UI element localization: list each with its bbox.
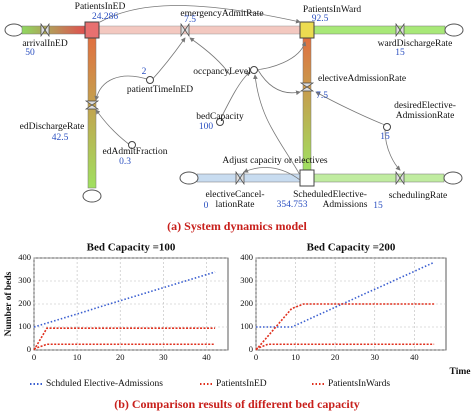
node-value: 7.5 bbox=[316, 91, 328, 101]
caption: (b) Comparison results of different bed … bbox=[114, 397, 360, 411]
node-label: Adjust capacity or electives bbox=[222, 156, 328, 166]
node-label: lationRate bbox=[215, 200, 254, 210]
node-label: PatientsInED bbox=[75, 2, 126, 12]
x-tick-label: 40 bbox=[202, 352, 211, 362]
node-value: 2 bbox=[142, 67, 147, 77]
legend-label: PatientsInED bbox=[216, 379, 267, 389]
node-label: bedCapacity bbox=[196, 112, 244, 122]
node-label: edDischargeRate bbox=[20, 122, 85, 132]
y-tick-label: 400 bbox=[240, 252, 253, 262]
y-tick-label: 0 bbox=[27, 344, 31, 354]
y-tick-label: 300 bbox=[240, 275, 253, 285]
node-value: 42.5 bbox=[52, 133, 69, 143]
y-axis-label: Number of beds bbox=[4, 271, 14, 336]
x-tick-label: 20 bbox=[116, 352, 125, 362]
node-value: 15 bbox=[373, 201, 383, 211]
node-value: 92.5 bbox=[312, 14, 329, 24]
node-label: Admissions bbox=[323, 200, 368, 210]
node-value: 15 bbox=[380, 132, 390, 142]
node-value: 50 bbox=[25, 48, 35, 58]
node-label: patientTimeInED bbox=[127, 85, 193, 95]
node-label: arrivalInED bbox=[22, 39, 68, 49]
legend-label: Schduled Elective-Admissions bbox=[46, 379, 163, 389]
node-value: 7.5 bbox=[184, 15, 196, 25]
series-line bbox=[33, 271, 216, 328]
y-tick-label: 200 bbox=[18, 298, 31, 308]
y-tick-label: 100 bbox=[240, 321, 253, 331]
node-label: schedulingRate bbox=[389, 191, 448, 201]
chart-title: Bed Capacity =200 bbox=[307, 242, 396, 254]
node-label: desiredElective- bbox=[394, 101, 456, 111]
y-tick-label: 300 bbox=[18, 275, 31, 285]
node-label: edAdmitFraction bbox=[103, 147, 168, 157]
x-tick-label: 0 bbox=[32, 352, 36, 362]
x-tick-label: 20 bbox=[331, 352, 340, 362]
node-value: 354.753 bbox=[277, 200, 308, 210]
node-label: occpancyLevel bbox=[193, 67, 251, 77]
diagram: PatientsInED 24.286 arrivalInED 50 emerg… bbox=[4, 2, 464, 211]
y-tick-label: 0 bbox=[249, 344, 253, 354]
x-tick-label: 10 bbox=[291, 352, 300, 362]
x-axis-label: Time bbox=[450, 367, 471, 377]
node-value: 0.3 bbox=[119, 157, 131, 167]
x-tick-label: 40 bbox=[410, 352, 419, 362]
node-label: electiveCancel- bbox=[205, 190, 264, 200]
node-label: wardDischargeRate bbox=[378, 39, 453, 49]
caption: (a) System dynamics model bbox=[167, 219, 307, 233]
node-value: 100 bbox=[199, 122, 214, 132]
y-tick-label: 200 bbox=[240, 298, 253, 308]
legend-label: PatientsInWards bbox=[328, 379, 390, 389]
node-label: AdmissionRate bbox=[396, 111, 455, 121]
node-value: 24.286 bbox=[92, 12, 118, 22]
node-label: PatientsInWard bbox=[303, 5, 362, 15]
x-tick-label: 30 bbox=[159, 352, 168, 362]
x-tick-label: 10 bbox=[73, 352, 82, 362]
node-label: ScheduledElective- bbox=[293, 190, 367, 200]
node-value: 15 bbox=[395, 48, 405, 58]
node-label: emergencyAdmitRate bbox=[180, 9, 263, 19]
chart-title: Bed Capacity =100 bbox=[87, 242, 176, 254]
node-label: electiveAdmissionRate bbox=[318, 74, 406, 84]
node-value: 0 bbox=[204, 201, 209, 211]
series-line bbox=[33, 343, 216, 350]
series-line bbox=[33, 327, 216, 351]
series-line bbox=[255, 303, 435, 351]
x-tick-label: 0 bbox=[254, 352, 258, 362]
y-tick-label: 100 bbox=[18, 321, 31, 331]
y-tick-label: 400 bbox=[18, 252, 31, 262]
x-tick-label: 30 bbox=[371, 352, 380, 362]
